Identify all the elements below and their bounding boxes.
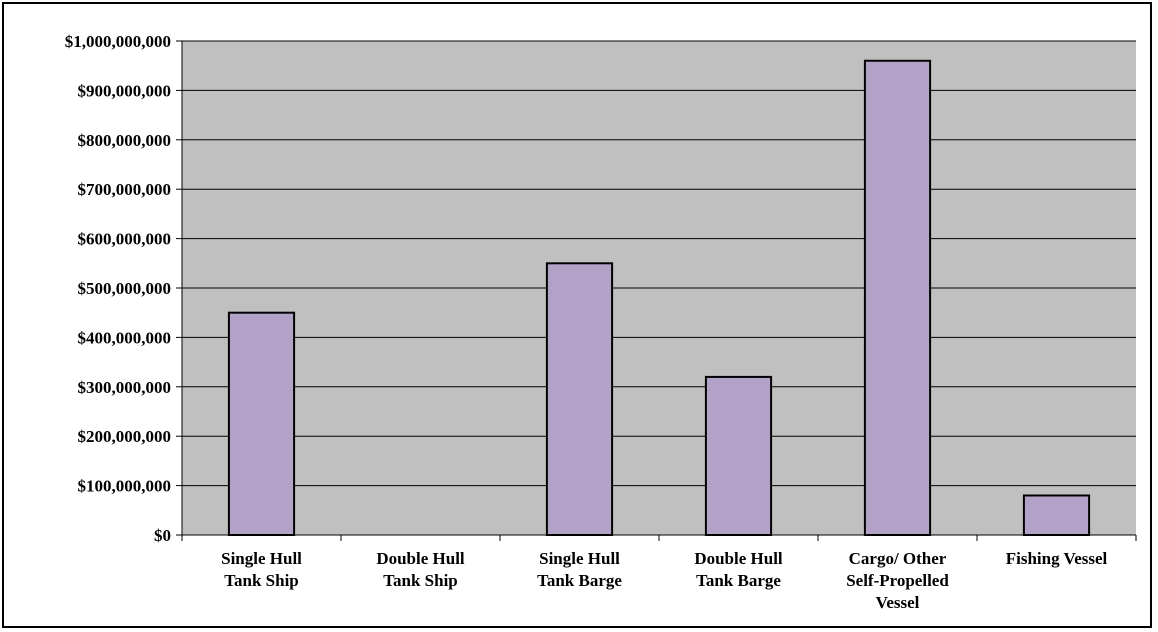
- y-tick-label: $800,000,000: [78, 131, 172, 150]
- x-category-label-line: Tank Ship: [224, 571, 299, 590]
- x-category-label-line: Fishing Vessel: [1006, 549, 1108, 568]
- y-tick-label: $400,000,000: [78, 328, 172, 347]
- gridlines: [182, 40, 1136, 487]
- x-category-label: Single Hull Tank Barge: [537, 549, 622, 590]
- y-tick-label: $500,000,000: [78, 279, 172, 298]
- x-category-label-line: Self-Propelled: [846, 571, 949, 590]
- x-category-label-line: Double Hull: [376, 549, 465, 568]
- bar-chart: $0 $100,000,000 $200,000,000 $300,000,000 $4…: [65, 32, 1137, 612]
- y-tick-label: $700,000,000: [78, 180, 172, 199]
- x-category-label: Double Hull Tank Barge: [694, 549, 783, 590]
- bar: [1022, 494, 1091, 537]
- bar: [227, 311, 296, 537]
- x-category-label: Fishing Vessel: [1006, 549, 1108, 568]
- x-category-label-line: Vessel: [876, 593, 920, 612]
- y-tick-label: $200,000,000: [78, 427, 172, 446]
- bar: [545, 262, 614, 536]
- bar: [863, 59, 932, 536]
- x-category-label-line: Tank Barge: [696, 571, 781, 590]
- x-category-label: Double Hull Tank Ship: [376, 549, 465, 590]
- y-tick-label: $1,000,000,000: [65, 32, 171, 51]
- y-tick-label: $900,000,000: [78, 81, 172, 100]
- x-category-label-line: Single Hull: [539, 549, 620, 568]
- y-tick-label: $0: [154, 526, 171, 545]
- x-category-label-line: Tank Barge: [537, 571, 622, 590]
- y-axis-tick-labels: $0 $100,000,000 $200,000,000 $300,000,000 $4…: [65, 32, 182, 545]
- x-axis-category-labels: Single Hull Tank Ship Double Hull Tank Ship…: [221, 549, 1107, 612]
- bars: [227, 59, 1091, 537]
- x-category-label-line: Cargo/ Other: [849, 549, 947, 568]
- x-category-label-line: Single Hull: [221, 549, 302, 568]
- x-category-label-line: Double Hull: [694, 549, 783, 568]
- x-category-label-line: Tank Ship: [383, 571, 458, 590]
- y-tick-label: $100,000,000: [78, 477, 172, 496]
- y-tick-label: $300,000,000: [78, 378, 172, 397]
- x-category-label: Single Hull Tank Ship: [221, 549, 302, 590]
- y-tick-label: $600,000,000: [78, 230, 172, 249]
- bar: [704, 375, 773, 537]
- x-category-label: Cargo/ Other Self-Propelled Vessel: [846, 549, 949, 612]
